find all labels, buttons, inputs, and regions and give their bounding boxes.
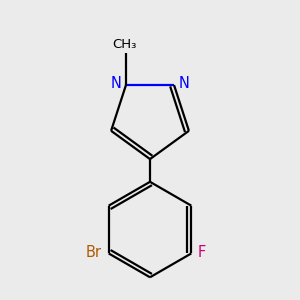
Text: CH₃: CH₃ — [112, 38, 137, 51]
Text: N: N — [110, 76, 121, 92]
Text: N: N — [179, 76, 190, 92]
Text: F: F — [197, 245, 206, 260]
Text: Br: Br — [86, 245, 102, 260]
